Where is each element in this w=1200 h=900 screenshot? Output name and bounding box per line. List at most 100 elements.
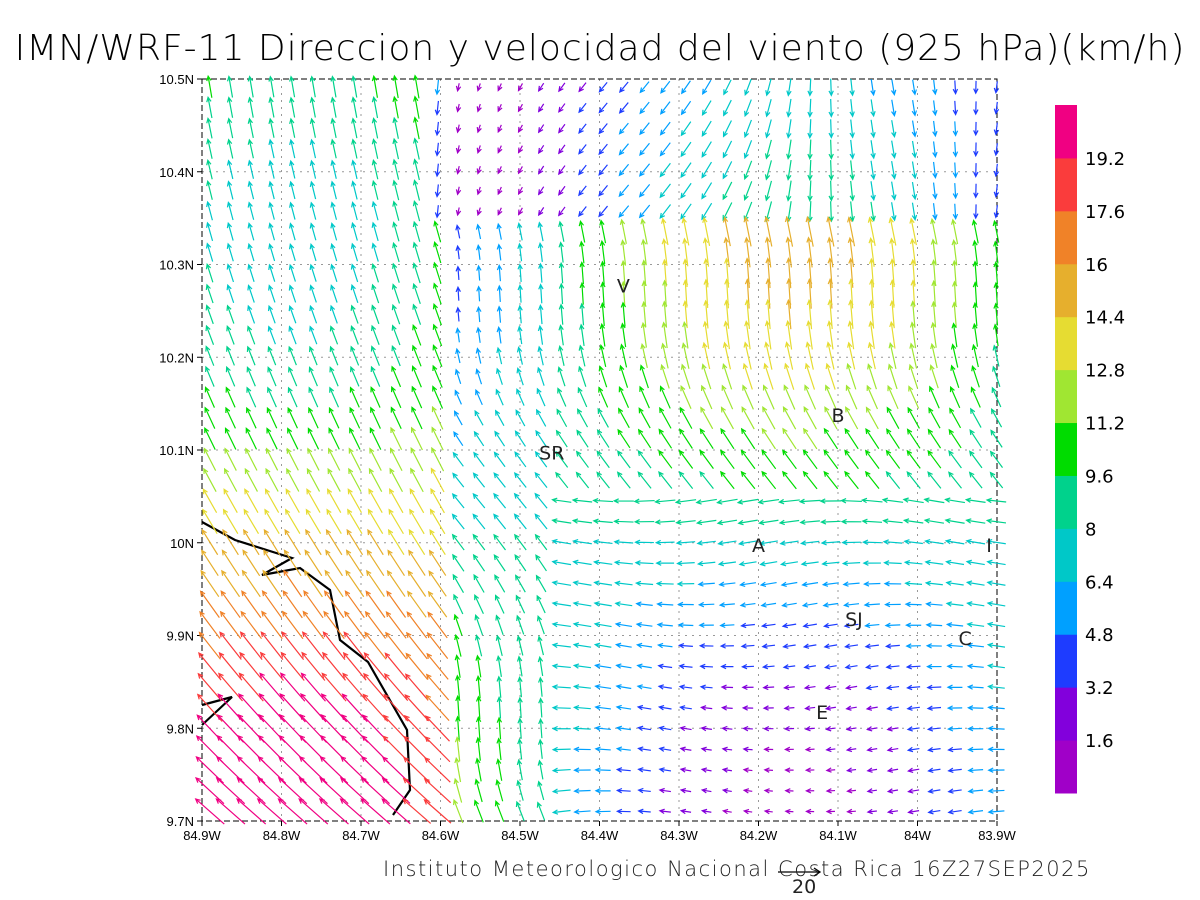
wind-arrow — [599, 322, 606, 347]
wind-arrow — [432, 302, 442, 326]
wind-arrow — [902, 518, 924, 524]
wind-arrow — [886, 705, 899, 711]
wind-arrow — [411, 365, 422, 388]
wind-arrow — [786, 180, 792, 202]
wind-arrow — [412, 324, 422, 346]
wind-arrow — [969, 450, 983, 469]
wind-arrow — [494, 594, 505, 614]
wind-arrow — [722, 216, 731, 247]
wind-arrow — [578, 365, 587, 387]
wind-arrow — [882, 518, 903, 524]
wind-arrow — [848, 299, 854, 329]
wind-arrow — [804, 726, 815, 732]
wind-arrow — [657, 663, 673, 669]
wind-arrow — [242, 549, 261, 577]
wind-arrow — [700, 725, 713, 732]
wind-arrow — [371, 304, 380, 325]
wind-arrow — [782, 427, 797, 450]
wind-arrow — [413, 74, 420, 99]
wind-arrow — [412, 262, 421, 284]
wind-arrow — [824, 406, 838, 430]
wind-arrow — [323, 610, 345, 640]
wind-arrow — [402, 798, 432, 824]
wind-arrow — [973, 183, 979, 199]
wind-arrow — [658, 767, 672, 773]
wind-arrow — [701, 141, 712, 158]
wind-arrow — [742, 767, 753, 773]
wind-arrow — [351, 180, 358, 200]
wind-arrow — [430, 467, 445, 493]
wind-arrow — [923, 518, 945, 524]
wind-arrow — [679, 746, 692, 752]
wind-arrow — [737, 519, 758, 526]
wind-arrow — [321, 651, 346, 681]
wind-arrow — [537, 780, 545, 801]
wind-arrow — [517, 83, 524, 92]
wind-arrow — [719, 622, 735, 629]
wind-arrow — [763, 808, 773, 815]
wind-arrow — [351, 138, 358, 159]
wind-arrow — [618, 102, 629, 114]
wind-arrow — [592, 518, 613, 524]
wind-arrow — [371, 262, 380, 283]
wind-arrow — [594, 725, 611, 732]
wind-arrow — [828, 180, 834, 202]
wind-arrow — [426, 632, 449, 660]
wind-arrow — [966, 601, 985, 607]
wind-arrow — [660, 342, 669, 369]
wind-arrow — [761, 427, 776, 450]
wind-arrow — [551, 601, 572, 607]
wind-arrow — [326, 488, 342, 513]
wind-arrow — [573, 704, 591, 711]
wind-arrow — [986, 621, 1006, 628]
wind-arrow — [634, 539, 654, 546]
wind-arrow — [282, 590, 303, 619]
wind-arrow — [412, 179, 421, 201]
wind-arrow — [537, 165, 545, 175]
wind-arrow — [903, 539, 923, 545]
wind-arrow — [301, 651, 326, 681]
wind-arrow — [428, 570, 447, 597]
wind-arrow — [430, 487, 445, 514]
wind-arrow — [741, 705, 754, 711]
wind-arrow — [453, 410, 463, 426]
wind-arrow — [350, 365, 360, 387]
wind-arrow — [537, 186, 545, 196]
wind-arrow — [330, 159, 337, 179]
wind-arrow — [199, 590, 220, 618]
wind-arrow — [636, 684, 652, 690]
wind-arrow — [476, 305, 482, 323]
wind-arrow — [474, 614, 484, 636]
wind-arrow — [452, 798, 464, 824]
wind-arrow — [534, 450, 548, 468]
wind-arrow — [593, 621, 612, 628]
wind-arrow — [599, 219, 607, 244]
wind-arrow — [615, 684, 632, 690]
wind-arrow — [412, 199, 421, 222]
wind-arrow — [783, 726, 795, 732]
wind-arrow — [261, 590, 283, 619]
wind-arrow — [206, 200, 213, 221]
wind-arrow — [821, 581, 839, 587]
wind-arrow — [329, 325, 339, 345]
wind-arrow — [517, 242, 523, 262]
wind-arrow — [870, 160, 876, 181]
wind-arrow — [473, 573, 485, 593]
wind-arrow — [927, 767, 941, 774]
wind-arrow — [699, 470, 714, 490]
wind-arrow — [476, 186, 482, 196]
wind-arrow — [720, 684, 734, 690]
wind-arrow — [782, 405, 797, 430]
wind-arrow — [244, 488, 259, 513]
wind-arrow — [720, 663, 734, 670]
wind-arrow — [639, 81, 650, 94]
wind-arrow — [496, 264, 503, 282]
wind-arrow — [408, 549, 426, 576]
wind-arrow — [366, 569, 385, 598]
wind-arrow — [966, 663, 984, 669]
wind-arrow — [197, 672, 223, 702]
wind-arrow — [330, 138, 337, 159]
wind-arrow — [268, 263, 276, 282]
wind-arrow — [843, 622, 859, 629]
wind-arrow — [387, 528, 405, 556]
